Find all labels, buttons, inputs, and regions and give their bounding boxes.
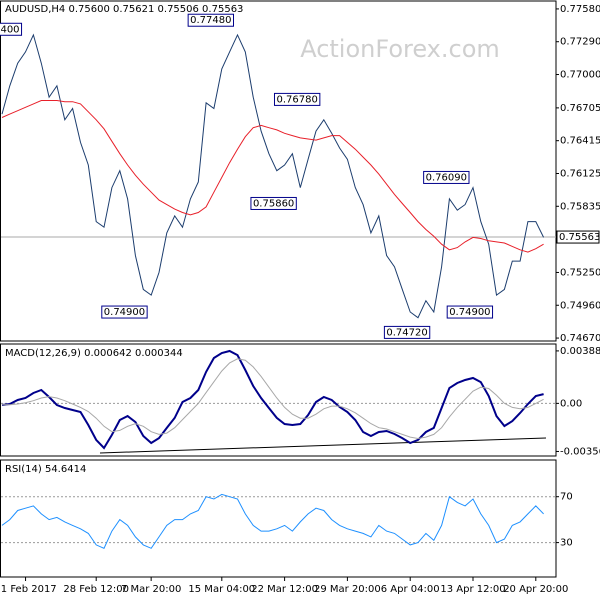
y-tick-label: 0.76705 <box>560 103 600 114</box>
y-tick-label: 0.77000 <box>560 70 600 81</box>
annotation-label: 400 <box>0 24 19 35</box>
annotation: 0.77480 <box>187 13 234 27</box>
y-tick-label: 0.003888 <box>560 346 600 357</box>
trend-line <box>99 437 547 454</box>
series-line <box>1 33 545 319</box>
y-tick-label: 0.74670 <box>560 333 600 344</box>
series-line <box>1 100 544 253</box>
x-tick-label: 28 Feb 12:00 <box>63 584 129 595</box>
x-tick-label: 7 Mar 20:00 <box>121 584 181 595</box>
annotation: 0.75860 <box>250 196 297 210</box>
y-tick-label: 30 <box>560 538 573 549</box>
annotation-label: 0.74900 <box>449 307 490 318</box>
annotation-box <box>250 196 297 210</box>
panel-title: AUDUSD,H4 0.75600 0.75621 0.75506 0.7556… <box>5 4 243 15</box>
annotation-label: 0.76090 <box>426 172 467 183</box>
annotation-label: 0.75860 <box>253 198 294 209</box>
panel-title: RSI(14) 54.6414 <box>5 464 86 475</box>
x-tick-label: 13 Apr 12:00 <box>440 584 505 595</box>
y-tick-label: 0.76125 <box>560 168 600 179</box>
x-tick-label: 21 Feb 2017 <box>0 584 57 595</box>
annotation: 0.76780 <box>273 92 321 106</box>
annotation-label: 0.77480 <box>190 15 231 26</box>
y-tick-label: 0.75835 <box>560 201 600 212</box>
x-tick-label: 6 Apr 04:00 <box>381 584 440 595</box>
y-tick-label: 70 <box>560 492 573 503</box>
y-tick-label: 0.76415 <box>560 136 600 147</box>
annotation-box <box>446 305 494 319</box>
annotation: 0.76090 <box>423 170 470 184</box>
annotation-box <box>273 92 321 106</box>
annotation: 400 <box>0 22 23 36</box>
panel-frame <box>0 459 557 578</box>
current-price-box <box>556 230 600 244</box>
annotation-label: 0.74900 <box>104 307 145 318</box>
watermark: ActionForex.com <box>300 35 500 63</box>
x-tick-label: 29 Mar 20:00 <box>314 584 381 595</box>
y-tick-label: -0.003564 <box>560 446 600 457</box>
annotation-box <box>423 170 470 184</box>
y-tick-label: 0.77580 <box>560 4 600 15</box>
annotation-box <box>101 305 148 319</box>
annotation-box <box>187 13 234 27</box>
series-line <box>1 493 544 549</box>
current-price-label: 0.75563 <box>559 232 600 243</box>
annotation-label: 0.74720 <box>386 327 427 338</box>
x-tick-label: 15 Mar 04:00 <box>188 584 255 595</box>
annotation-label: 0.76780 <box>276 94 317 105</box>
series-line <box>1 349 544 450</box>
annotation: 0.74900 <box>101 305 148 319</box>
series-line <box>2 358 544 440</box>
panel-frame <box>0 343 557 457</box>
y-tick-label: 0.00 <box>560 398 582 409</box>
y-tick-label: 0.74960 <box>560 300 600 311</box>
x-tick-label: 20 Apr 20:00 <box>503 584 568 595</box>
annotation: 0.74900 <box>446 305 494 319</box>
y-tick-label: 0.75250 <box>560 267 600 278</box>
x-tick-label: 22 Mar 12:00 <box>251 584 318 595</box>
panel-frame <box>0 0 557 342</box>
annotation-box <box>383 325 431 339</box>
annotation: 0.74720 <box>383 325 431 339</box>
y-tick-label: 0.77290 <box>560 37 600 48</box>
panel-title: MACD(12,26,9) 0.000642 0.000344 <box>5 348 183 359</box>
annotation-box <box>0 22 23 36</box>
